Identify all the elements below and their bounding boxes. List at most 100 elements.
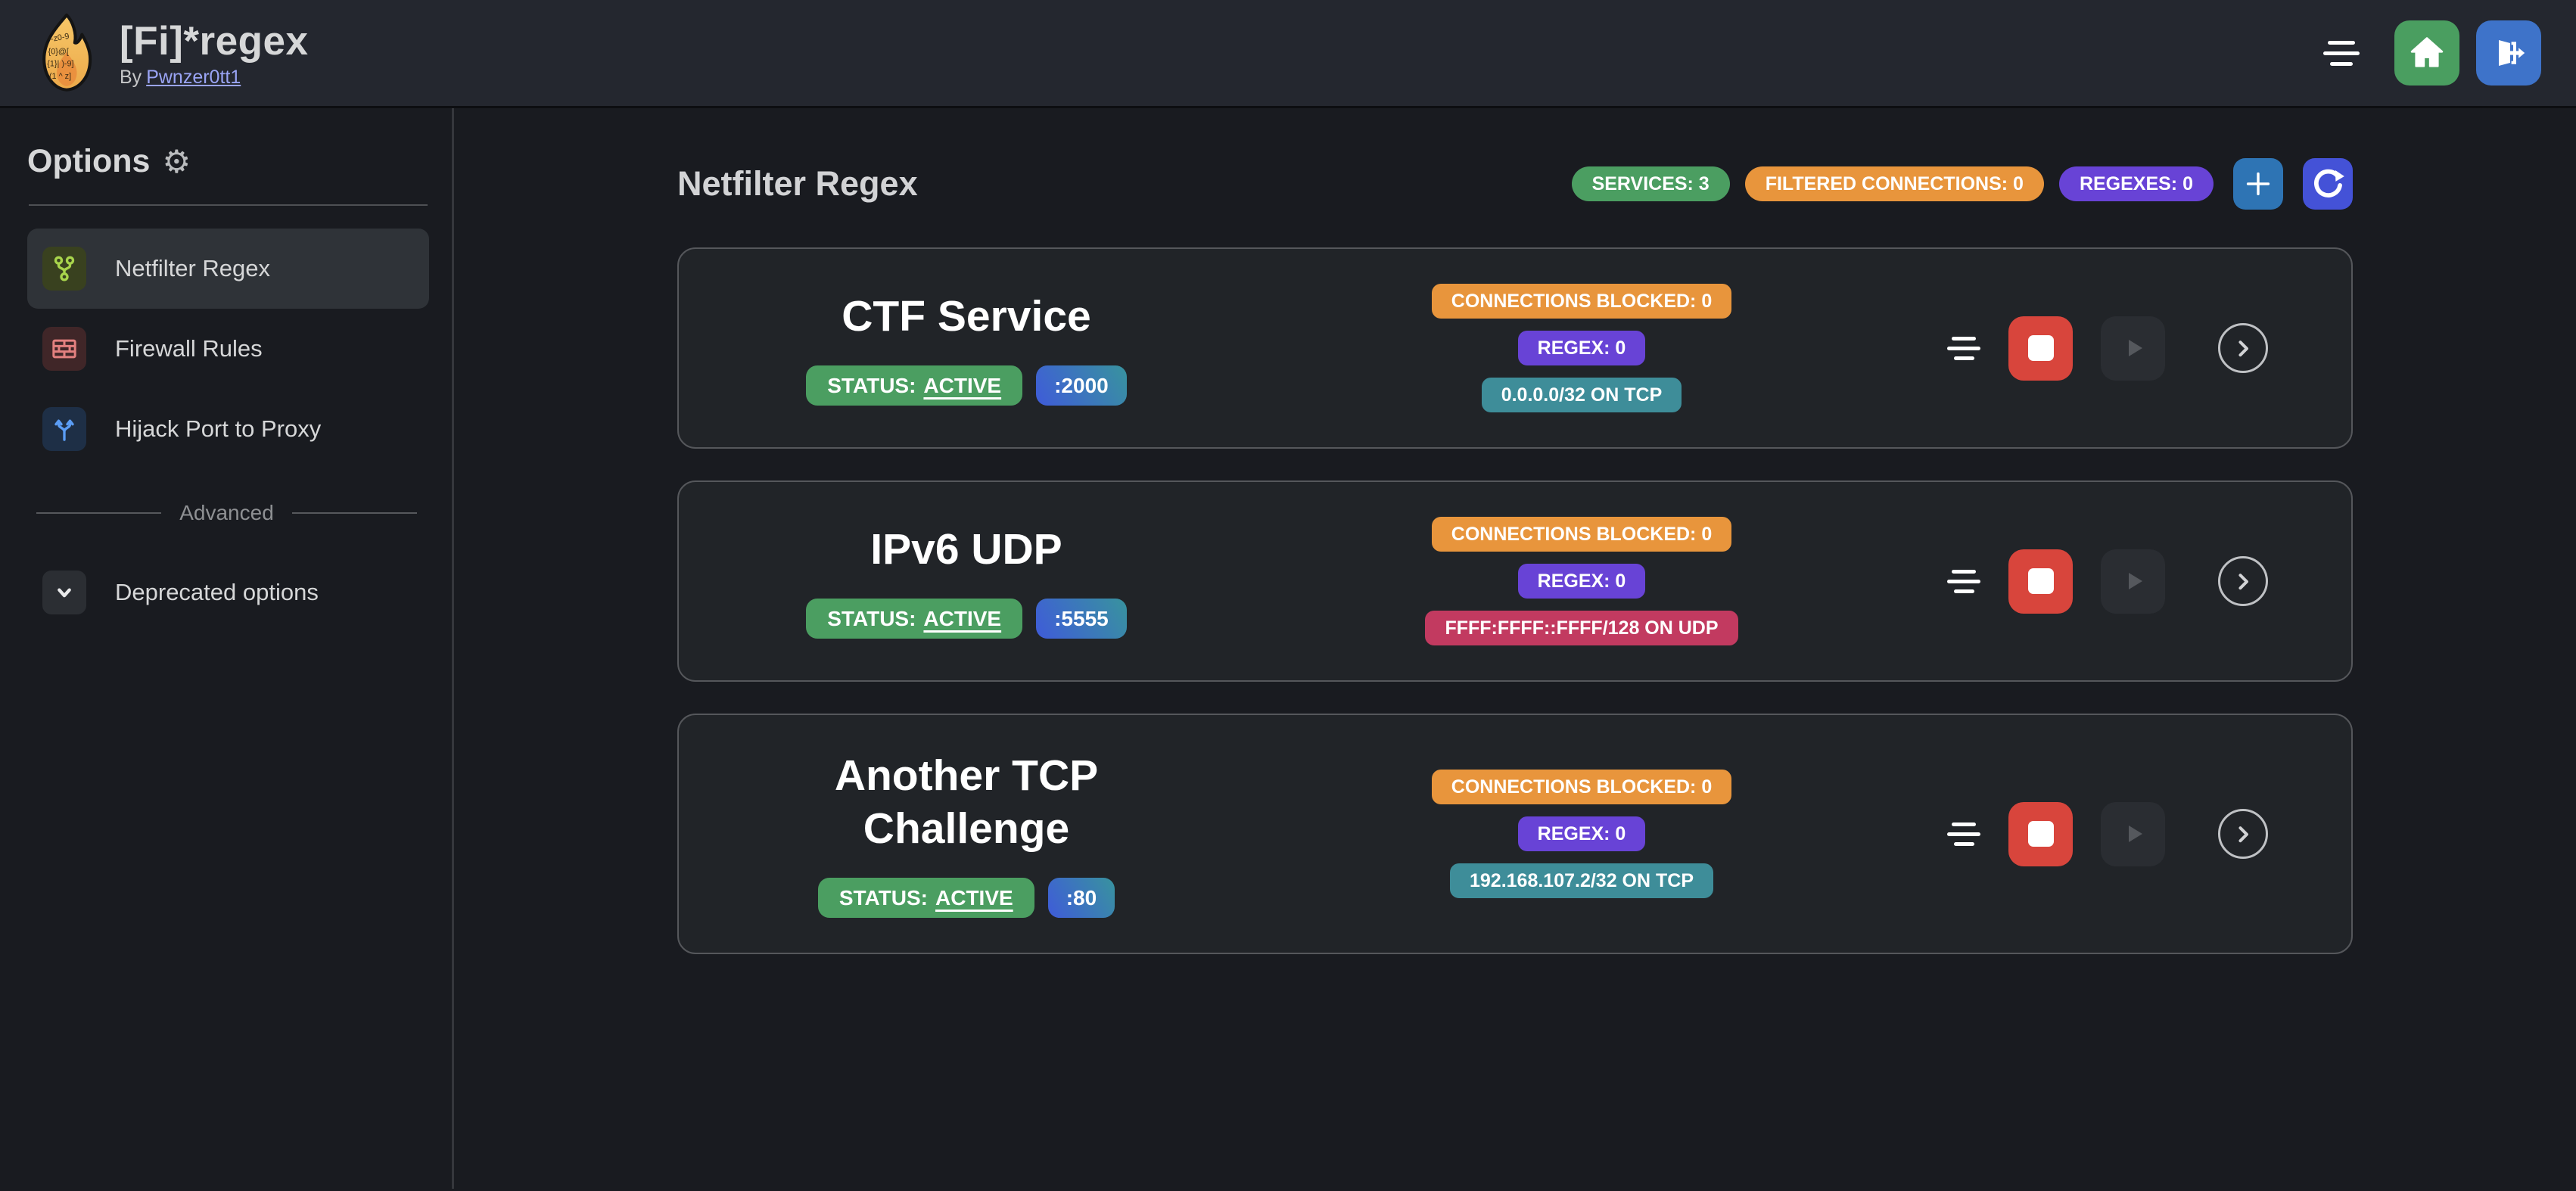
main-header-controls: SERVICES: 3 FILTERED CONNECTIONS: 0 REGE… [1571,158,2353,210]
sidebar: Options ⚙ Netfilter Regex [0,108,454,1189]
refresh-button[interactable] [2303,158,2353,210]
logout-button[interactable] [2476,20,2541,86]
gear-icon: ⚙ [162,144,191,179]
status-value: ACTIVE [923,373,1002,397]
divider-line [36,512,162,514]
logout-icon [2499,40,2525,66]
byline: By Pwnzer0tt1 [120,67,308,89]
chevron-right-icon [2238,826,2248,843]
stop-icon [2027,335,2054,361]
app-title: [Fi]*regex [120,18,309,64]
add-service-button[interactable] [2233,158,2283,210]
svg-text:-z0-9: -z0-9 [50,32,70,44]
service-pills: STATUS: ACTIVE :80 [817,878,1115,919]
regex-count-badge: REGEX: 0 [1517,816,1646,852]
stop-icon [2027,568,2054,594]
sidebar-item-deprecated-options[interactable]: Deprecated options [27,552,429,633]
play-icon [2128,826,2142,843]
stop-button[interactable] [2008,549,2073,614]
service-stats: CONNECTIONS BLOCKED: 0 REGEX: 0 192.168.… [1216,770,1947,899]
plus-icon [2246,172,2270,196]
svg-text:(1 ^ z]: (1 ^ z] [49,72,71,81]
connections-blocked-badge: CONNECTIONS BLOCKED: 0 [1431,517,1732,552]
services-count-badge: SERVICES: 3 [1571,166,1730,201]
status-label: STATUS: [838,885,928,910]
home-button[interactable] [2394,20,2459,86]
status-badge[interactable]: STATUS: ACTIVE [806,599,1023,639]
regexes-count-badge: REGEXES: 0 [2058,166,2214,201]
stop-button[interactable] [2008,316,2073,381]
sidebar-item-firewall-rules[interactable]: Firewall Rules [27,309,429,389]
chevron-right-icon [2238,574,2248,590]
status-label: STATUS: [827,606,916,630]
byline-prefix: By [120,66,142,88]
service-menu-icon[interactable] [1947,822,1980,846]
stop-button[interactable] [2008,801,2073,866]
address-badge: 192.168.107.2/32 ON TCP [1449,863,1714,899]
main-content: Netfilter Regex SERVICES: 3 FILTERED CON… [454,108,2576,1189]
service-stats: CONNECTIONS BLOCKED: 0 REGEX: 0 FFFF:FFF… [1216,517,1947,645]
service-menu-icon[interactable] [1947,336,1980,360]
service-actions [1947,801,2268,866]
service-stats: CONNECTIONS BLOCKED: 0 REGEX: 0 0.0.0.0/… [1216,284,1947,412]
status-value: ACTIVE [935,885,1013,910]
service-pills: STATUS: ACTIVE :5555 [806,599,1127,639]
service-name: Another TCP Challenge [834,751,1099,853]
address-badge: FFFF:FFFF::FFFF/128 ON UDP [1425,611,1738,645]
service-cards: CTF Service STATUS: ACTIVE :2000 CONNECTI… [677,247,2353,955]
sidebar-item-label: Hijack Port to Proxy [115,415,322,442]
expand-button[interactable] [2218,809,2268,860]
options-label: Options [27,143,151,179]
status-label: STATUS: [827,373,916,397]
port-badge: :2000 [1036,365,1127,406]
advanced-section-divider: Advanced [36,501,418,525]
app-header: -z0-9 {0}@[ {1}| )-9] (1 ^ z] [Fi]*regex… [0,0,2576,108]
connections-blocked-badge: CONNECTIONS BLOCKED: 0 [1431,284,1732,319]
sidebar-item-hijack-port[interactable]: Hijack Port to Proxy [27,389,429,469]
flame-logo-icon: -z0-9 {0}@[ {1}| )-9] (1 ^ z] [35,12,98,94]
service-actions [1947,316,2268,381]
service-summary: CTF Service STATUS: ACTIVE :2000 [770,291,1163,406]
status-badge[interactable]: STATUS: ACTIVE [817,878,1034,919]
port-badge: :5555 [1036,599,1127,639]
regex-count-badge: REGEX: 0 [1517,331,1646,365]
sidebar-nav: Netfilter Regex Firewall Rules [27,229,429,469]
advanced-label: Advanced [179,501,274,524]
play-icon [2128,573,2142,589]
title-block: [Fi]*regex By Pwnzer0tt1 [120,18,308,89]
divider-line [291,512,418,514]
sidebar-item-netfilter-regex[interactable]: Netfilter Regex [27,229,429,309]
port-badge: :80 [1047,878,1115,919]
split-arrows-icon [42,407,86,451]
branch-icon [42,247,86,291]
play-button[interactable] [2101,316,2165,381]
sidebar-item-label: Netfilter Regex [115,255,271,281]
refresh-icon [2314,169,2344,197]
status-badge[interactable]: STATUS: ACTIVE [806,365,1023,406]
expand-button[interactable] [2218,556,2268,606]
status-value: ACTIVE [923,606,1002,630]
menu-icon[interactable] [2323,40,2360,66]
service-card-another-tcp-challenge: Another TCP Challenge STATUS: ACTIVE :80 … [677,714,2353,955]
sidebar-divider [29,204,428,206]
layout: Options ⚙ Netfilter Regex [0,108,2576,1189]
play-button[interactable] [2101,549,2165,614]
chevron-down-icon [42,571,86,614]
chevron-right-icon [2238,341,2248,357]
address-badge: 0.0.0.0/32 ON TCP [1481,378,1682,412]
service-actions [1947,549,2268,614]
service-menu-icon[interactable] [1947,569,1980,593]
expand-button[interactable] [2218,323,2268,373]
service-card-ctf-service: CTF Service STATUS: ACTIVE :2000 CONNECTI… [677,247,2353,449]
sidebar-item-label: Deprecated options [115,579,319,605]
stop-icon [2027,821,2054,847]
main-header: Netfilter Regex SERVICES: 3 FILTERED CON… [677,158,2353,210]
play-button[interactable] [2101,801,2165,866]
author-link[interactable]: Pwnzer0tt1 [146,66,241,88]
service-summary: Another TCP Challenge STATUS: ACTIVE :80 [770,750,1163,919]
service-name: CTF Service [842,291,1091,341]
svg-text:{0}@[: {0}@[ [48,47,69,56]
brick-wall-icon [42,327,86,371]
service-summary: IPv6 UDP STATUS: ACTIVE :5555 [770,524,1163,639]
header-actions [2323,20,2541,86]
